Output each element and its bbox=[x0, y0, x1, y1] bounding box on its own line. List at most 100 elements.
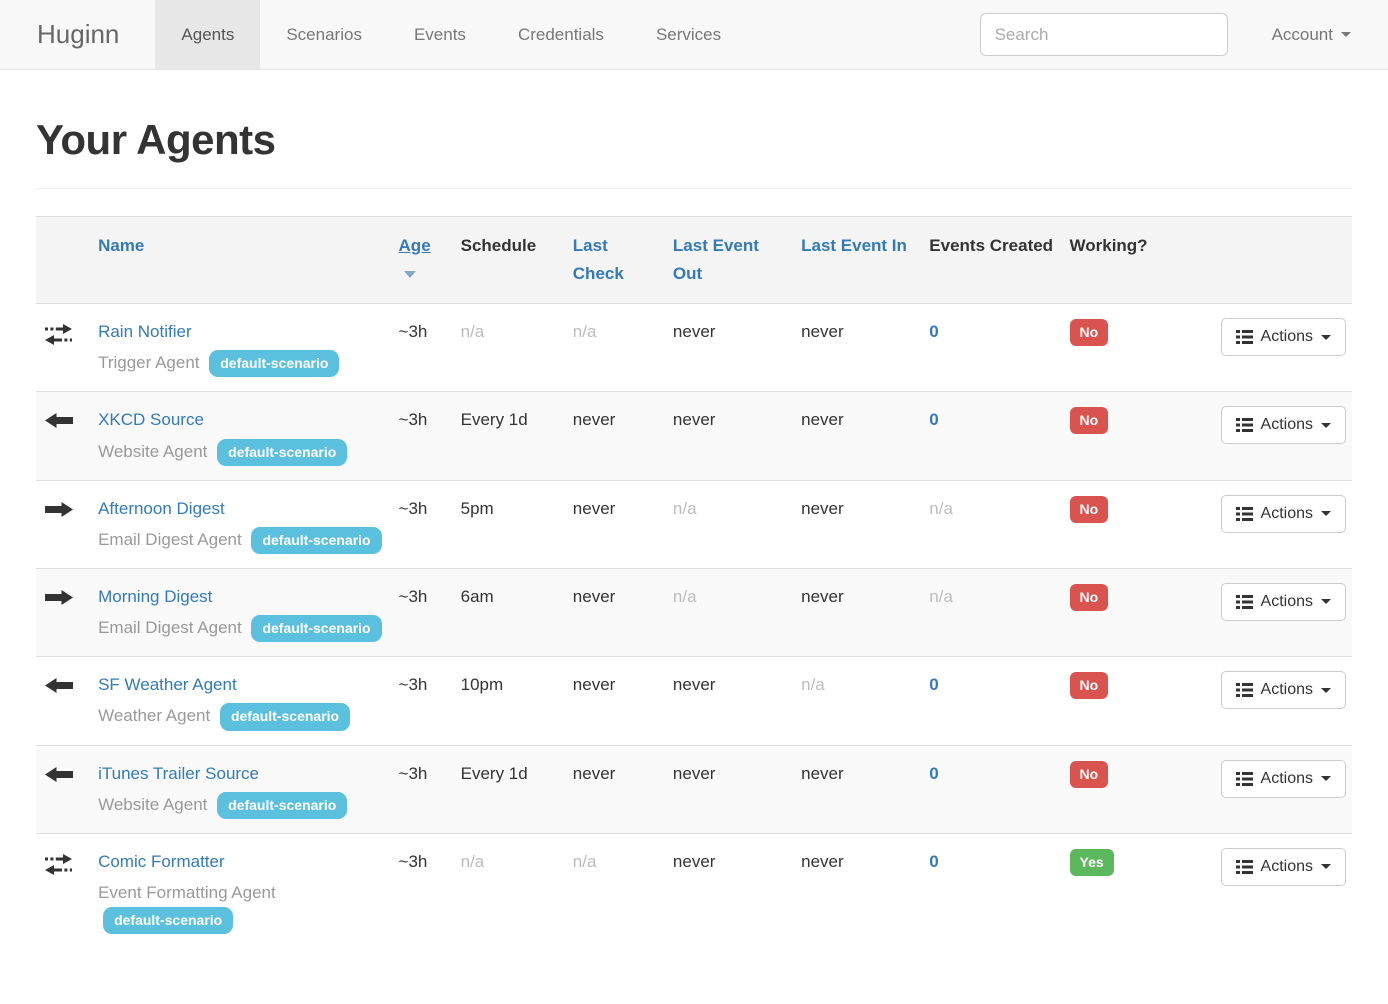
account-menu[interactable]: Account bbox=[1272, 25, 1351, 45]
events-created-link[interactable]: 0 bbox=[929, 675, 939, 695]
header-working: Working? bbox=[1061, 215, 1174, 305]
actions-button[interactable]: Actions bbox=[1220, 671, 1346, 710]
list-icon bbox=[1235, 594, 1253, 609]
header-last-event-out[interactable]: Last Event Out bbox=[672, 236, 759, 284]
last-event-in-cell: never bbox=[801, 322, 844, 342]
actions-button-label: Actions bbox=[1260, 592, 1313, 610]
scenario-badge[interactable]: default-scenario bbox=[251, 526, 382, 554]
table-row: Comic Formatter Event Formatting Agent d… bbox=[36, 832, 1352, 949]
last-check-cell: never bbox=[564, 656, 665, 745]
top-navbar: Huginn Agents Scenarios Events Credentia… bbox=[0, 0, 1388, 70]
last-check-cell: never bbox=[564, 479, 665, 569]
agent-type-label: Website Agent bbox=[98, 794, 208, 814]
events-created-link[interactable]: 0 bbox=[929, 851, 939, 871]
title-divider bbox=[36, 188, 1352, 189]
actions-button-label: Actions bbox=[1260, 857, 1313, 875]
nav-item-scenarios[interactable]: Scenarios bbox=[286, 24, 362, 44]
actions-button[interactable]: Actions bbox=[1220, 759, 1346, 798]
nav-item-agents[interactable]: Agents bbox=[155, 0, 261, 69]
schedule-cell: n/a bbox=[460, 322, 485, 342]
nav-item-credentials[interactable]: Credentials bbox=[517, 24, 604, 44]
agent-type-label: Event Formatting Agent bbox=[98, 882, 276, 902]
working-badge: No bbox=[1069, 760, 1109, 788]
last-check-cell: n/a bbox=[572, 322, 597, 342]
schedule-cell: Every 1d bbox=[452, 391, 565, 481]
scenario-badge[interactable]: default-scenario bbox=[219, 703, 351, 731]
last-event-out-cell: never bbox=[664, 391, 794, 481]
event-flow-icon bbox=[36, 304, 90, 392]
arrow-left-icon bbox=[45, 413, 73, 429]
events-created-link[interactable]: 0 bbox=[929, 410, 939, 430]
agent-name-link[interactable]: Rain Notifier bbox=[98, 322, 192, 342]
caret-down-icon bbox=[1321, 599, 1331, 605]
agents-table: Name Age Schedule Last Check Last Event … bbox=[36, 215, 1352, 949]
working-badge: No bbox=[1069, 583, 1109, 612]
actions-button[interactable]: Actions bbox=[1220, 582, 1346, 621]
header-name[interactable]: Name bbox=[98, 236, 145, 255]
agent-name-link[interactable]: Morning Digest bbox=[98, 586, 213, 606]
last-check-cell: n/a bbox=[564, 832, 665, 949]
arrow-left-icon bbox=[45, 678, 73, 694]
age-cell: ~3h bbox=[390, 832, 453, 949]
schedule-cell: 10pm bbox=[452, 656, 565, 745]
last-event-out-cell: never bbox=[664, 832, 794, 949]
header-age[interactable]: Age bbox=[398, 236, 431, 255]
agent-type-label: Website Agent bbox=[98, 441, 208, 461]
actions-button[interactable]: Actions bbox=[1220, 494, 1346, 533]
actions-button-label: Actions bbox=[1260, 769, 1313, 787]
last-check-cell: never bbox=[564, 744, 665, 834]
nav-item-events[interactable]: Events bbox=[413, 24, 466, 44]
actions-button-label: Actions bbox=[1260, 504, 1313, 522]
agent-type-label: Email Digest Agent bbox=[98, 529, 242, 549]
agent-name-link[interactable]: Afternoon Digest bbox=[98, 498, 225, 518]
working-badge: No bbox=[1069, 407, 1109, 435]
scenario-badge[interactable]: default-scenario bbox=[209, 350, 340, 378]
events-created-link: n/a bbox=[929, 586, 953, 606]
scenario-badge[interactable]: default-scenario bbox=[103, 907, 234, 935]
page-title: Your Agents bbox=[36, 116, 276, 163]
nav-item-services[interactable]: Services bbox=[655, 24, 722, 44]
events-created-link[interactable]: 0 bbox=[929, 763, 939, 783]
schedule-cell: Every 1d bbox=[452, 744, 565, 834]
scenario-badge[interactable]: default-scenario bbox=[217, 438, 348, 466]
last-event-out-cell: n/a bbox=[664, 567, 794, 657]
bidirectional-arrows-icon bbox=[45, 853, 72, 875]
chevron-down-icon bbox=[1341, 32, 1351, 37]
last-event-out-cell: never bbox=[664, 656, 794, 745]
table-row: XKCD Source Website Agent default-scenar… bbox=[36, 391, 1352, 481]
schedule-cell: n/a bbox=[452, 832, 565, 949]
last-check-cell: never bbox=[564, 391, 665, 481]
last-check-cell: never bbox=[564, 567, 665, 657]
caret-down-icon bbox=[1321, 864, 1331, 870]
actions-button[interactable]: Actions bbox=[1220, 847, 1346, 886]
table-row: iTunes Trailer Source Website Agent defa… bbox=[36, 744, 1352, 834]
agent-name-link[interactable]: XKCD Source bbox=[98, 410, 204, 430]
list-icon bbox=[1235, 506, 1253, 521]
list-icon bbox=[1235, 859, 1253, 874]
search-input[interactable] bbox=[979, 13, 1228, 56]
agent-name-link[interactable]: iTunes Trailer Source bbox=[98, 763, 260, 783]
caret-down-icon bbox=[1321, 687, 1331, 693]
actions-button[interactable]: Actions bbox=[1220, 318, 1346, 357]
account-label: Account bbox=[1271, 24, 1333, 44]
header-last-check[interactable]: Last Check bbox=[572, 236, 624, 284]
last-event-out-cell: n/a bbox=[664, 479, 794, 569]
last-event-in-cell: never bbox=[793, 567, 922, 657]
arrow-right-icon bbox=[45, 589, 73, 605]
agent-name-link[interactable]: Comic Formatter bbox=[98, 851, 225, 871]
header-last-event-in[interactable]: Last Event In bbox=[801, 236, 907, 255]
caret-down-icon bbox=[1321, 776, 1331, 781]
event-flow-icon bbox=[36, 567, 91, 657]
actions-button[interactable]: Actions bbox=[1220, 406, 1346, 445]
scenario-badge[interactable]: default-scenario bbox=[217, 791, 348, 819]
events-created-link[interactable]: 0 bbox=[929, 322, 939, 342]
event-flow-icon bbox=[36, 479, 91, 569]
table-row: Rain Notifier Trigger Agent default-scen… bbox=[36, 304, 1352, 392]
scenario-badge[interactable]: default-scenario bbox=[251, 615, 382, 643]
agent-name-link[interactable]: SF Weather Agent bbox=[98, 675, 237, 695]
age-cell: ~3h bbox=[390, 744, 453, 834]
header-actions-spacer bbox=[1173, 215, 1352, 305]
main-nav: Agents Scenarios Events Credentials Serv… bbox=[155, 0, 747, 69]
table-row: Afternoon Digest Email Digest Agent defa… bbox=[36, 479, 1352, 569]
brand-logo[interactable]: Huginn bbox=[37, 19, 120, 49]
